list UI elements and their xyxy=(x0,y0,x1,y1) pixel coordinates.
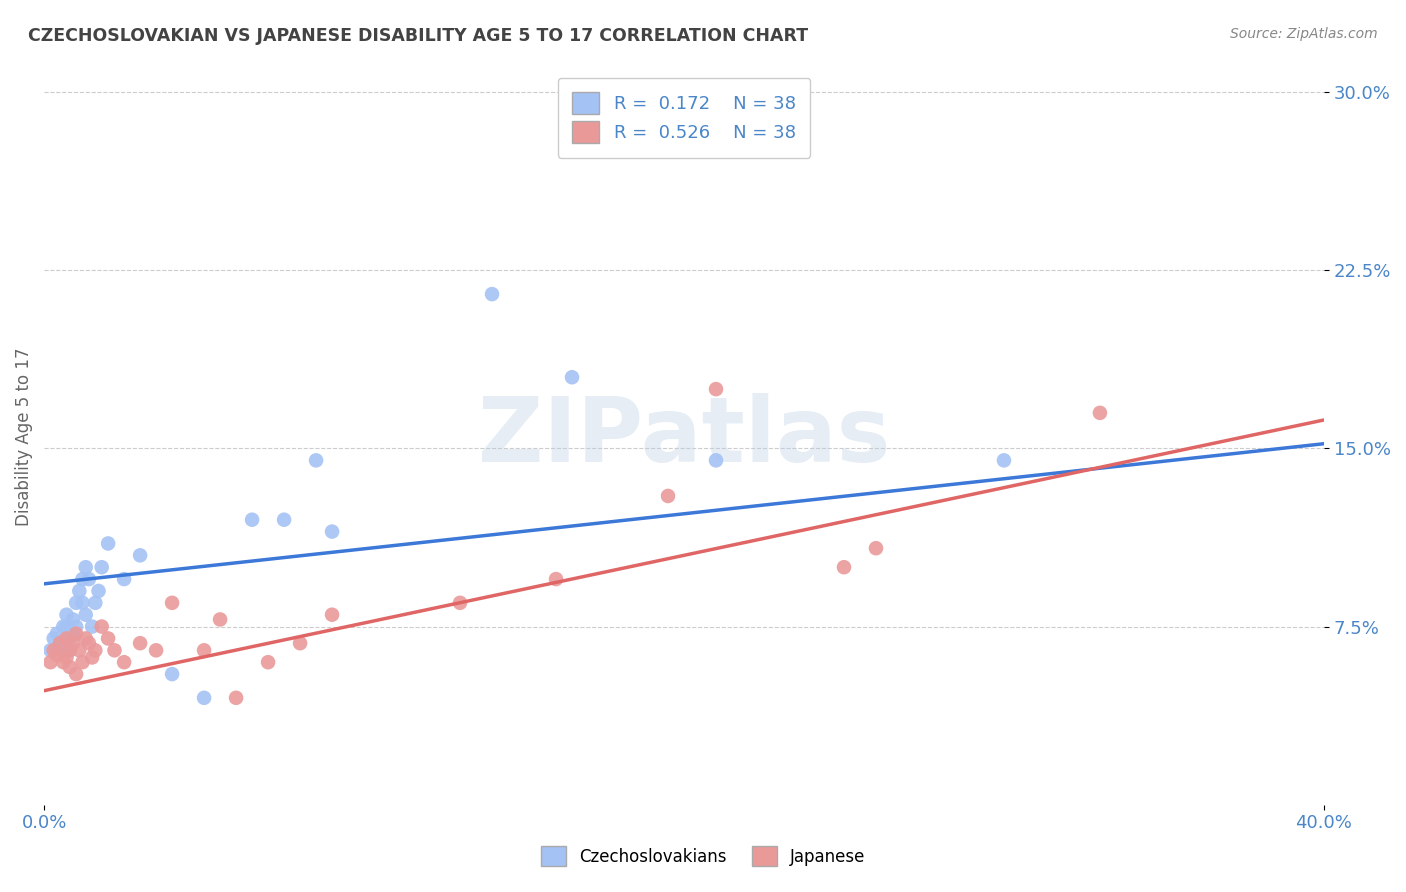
Point xyxy=(481,287,503,301)
Point xyxy=(67,643,90,657)
Point xyxy=(42,632,65,646)
Point xyxy=(62,636,84,650)
Point xyxy=(97,536,120,550)
Point xyxy=(72,572,94,586)
Point xyxy=(193,643,215,657)
Point xyxy=(72,596,94,610)
Point xyxy=(1088,406,1111,420)
Point xyxy=(49,636,72,650)
Point xyxy=(52,643,75,657)
Point xyxy=(62,612,84,626)
Point xyxy=(129,549,152,563)
Point xyxy=(240,513,263,527)
Point xyxy=(561,370,583,384)
Y-axis label: Disability Age 5 to 17: Disability Age 5 to 17 xyxy=(15,347,32,526)
Point xyxy=(321,524,343,539)
Point xyxy=(97,632,120,646)
Point xyxy=(145,643,167,657)
Point xyxy=(75,607,97,622)
Point xyxy=(257,655,280,669)
Point xyxy=(160,667,183,681)
Point xyxy=(129,636,152,650)
Point xyxy=(55,619,77,633)
Point xyxy=(59,643,82,657)
Point xyxy=(321,607,343,622)
Point xyxy=(273,513,295,527)
Point xyxy=(544,572,567,586)
Point xyxy=(84,596,107,610)
Point xyxy=(737,109,759,123)
Point xyxy=(52,619,75,633)
Point xyxy=(225,690,247,705)
Point xyxy=(55,650,77,665)
Point xyxy=(52,655,75,669)
Point xyxy=(75,560,97,574)
Point xyxy=(39,643,62,657)
Point xyxy=(704,453,727,467)
Point xyxy=(160,596,183,610)
Point xyxy=(84,643,107,657)
Point xyxy=(55,607,77,622)
Point xyxy=(55,632,77,646)
Text: ZIPatlas: ZIPatlas xyxy=(478,392,890,481)
Point xyxy=(82,650,104,665)
Point xyxy=(112,572,135,586)
Point xyxy=(65,667,87,681)
Point xyxy=(193,690,215,705)
Point xyxy=(305,453,328,467)
Point xyxy=(75,632,97,646)
Point xyxy=(65,626,87,640)
Point xyxy=(59,660,82,674)
Legend: Czechoslovakians, Japanese: Czechoslovakians, Japanese xyxy=(533,838,873,875)
Point xyxy=(704,382,727,396)
Point xyxy=(865,541,887,556)
Point xyxy=(65,619,87,633)
Text: Source: ZipAtlas.com: Source: ZipAtlas.com xyxy=(1230,27,1378,41)
Legend: R =  0.172    N = 38, R =  0.526    N = 38: R = 0.172 N = 38, R = 0.526 N = 38 xyxy=(558,78,810,158)
Point xyxy=(103,643,125,657)
Point xyxy=(832,560,855,574)
Point xyxy=(49,636,72,650)
Point xyxy=(90,619,112,633)
Point xyxy=(993,453,1015,467)
Point xyxy=(65,596,87,610)
Point xyxy=(77,636,100,650)
Point xyxy=(209,612,232,626)
Point xyxy=(72,655,94,669)
Point xyxy=(59,632,82,646)
Point xyxy=(77,572,100,586)
Point xyxy=(62,626,84,640)
Point xyxy=(90,560,112,574)
Point xyxy=(112,655,135,669)
Point xyxy=(45,626,67,640)
Point xyxy=(67,584,90,599)
Point xyxy=(82,619,104,633)
Point xyxy=(45,648,67,662)
Point xyxy=(449,596,471,610)
Point xyxy=(288,636,311,650)
Point xyxy=(42,643,65,657)
Point xyxy=(657,489,679,503)
Point xyxy=(39,655,62,669)
Text: CZECHOSLOVAKIAN VS JAPANESE DISABILITY AGE 5 TO 17 CORRELATION CHART: CZECHOSLOVAKIAN VS JAPANESE DISABILITY A… xyxy=(28,27,808,45)
Point xyxy=(87,584,110,599)
Point xyxy=(59,643,82,657)
